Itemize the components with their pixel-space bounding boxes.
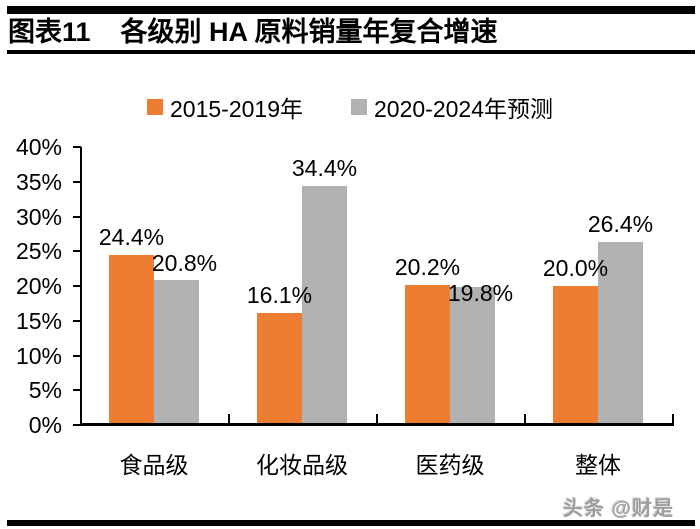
bar-series1-group3 <box>405 284 450 425</box>
y-axis-tick-label: 35% <box>15 168 62 195</box>
figure-title: 图表11 各级别 HA 原料销量年复合增速 <box>8 12 498 47</box>
figure-title-prefix: 图表11 <box>8 16 91 47</box>
y-axis-tick <box>73 146 81 148</box>
y-axis-line <box>80 147 82 425</box>
legend-label: 2020-2024年预测 <box>374 96 553 122</box>
top-rule <box>7 6 695 14</box>
x-axis-line <box>80 423 674 426</box>
y-axis-tick-label: 30% <box>15 203 62 230</box>
bar-series1-group4 <box>553 286 598 425</box>
x-axis-category-label: 化妆品级 <box>256 452 348 478</box>
y-axis-tick-label: 20% <box>15 273 62 299</box>
y-axis-tick <box>73 319 81 322</box>
bar-series1-group2 <box>257 313 302 425</box>
x-axis-tick <box>524 414 526 423</box>
y-axis-tick-label: 10% <box>15 342 62 369</box>
bar-data-label: 24.4% <box>98 224 165 251</box>
x-axis-category-label: 食品级 <box>119 452 189 478</box>
bar-data-label: 20.2% <box>394 253 461 280</box>
bottom-rule <box>7 520 695 526</box>
legend-swatch-icon <box>351 99 367 115</box>
y-axis-tick-label: 5% <box>28 377 62 404</box>
y-axis-tick <box>73 180 81 183</box>
x-axis-tick <box>376 414 378 423</box>
bar-series2-group4 <box>598 241 643 425</box>
legend-item-series2: 2020-2024年预测 <box>351 90 553 124</box>
bar-data-label: 34.4% <box>291 154 358 181</box>
chart-legend: 2015-2019年 2020-2024年预测 <box>0 90 700 124</box>
bar-data-label: 19.8% <box>447 279 514 306</box>
bar-series2-group1 <box>154 280 199 425</box>
y-axis-tick <box>73 389 81 392</box>
bar-data-label: 20.0% <box>542 255 609 281</box>
x-axis-category-label: 医药级 <box>415 452 485 478</box>
legend-item-series1: 2015-2019年 <box>147 90 303 124</box>
y-axis-tick-label: 0% <box>28 412 62 438</box>
x-axis-category-label: 整体 <box>575 452 621 478</box>
y-axis-tick <box>73 285 81 287</box>
y-axis-tick <box>73 215 81 218</box>
y-axis-tick <box>73 424 81 426</box>
y-axis-tick-label: 25% <box>15 238 62 265</box>
legend-swatch-icon <box>147 99 163 115</box>
y-axis-tick <box>73 250 81 253</box>
y-axis-tick <box>73 354 81 357</box>
bar-data-label: 26.4% <box>587 210 654 237</box>
figure-title-text: 各级别 HA 原料销量年复合增速 <box>120 16 498 47</box>
x-axis-tick <box>672 414 674 423</box>
y-axis-tick-label: 40% <box>15 134 62 160</box>
bar-series2-group3 <box>450 287 495 425</box>
watermark-text: 头条 @财是 <box>562 498 674 520</box>
title-underline-rule <box>7 50 695 54</box>
legend-label: 2015-2019年 <box>170 96 303 122</box>
bar-series2-group2 <box>302 185 347 425</box>
x-axis-tick <box>228 414 230 423</box>
bar-data-label: 16.1% <box>246 282 313 309</box>
bar-series1-group1 <box>109 255 154 425</box>
bar-data-label: 20.8% <box>151 250 218 277</box>
y-axis-tick-label: 15% <box>15 307 62 334</box>
